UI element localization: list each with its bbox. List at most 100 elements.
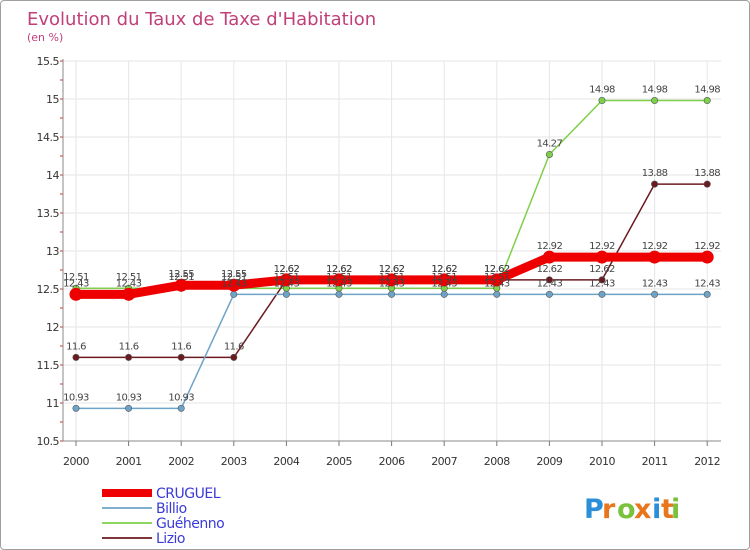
- data-label: 12.92: [642, 241, 668, 252]
- data-point: [230, 290, 238, 298]
- data-point: [545, 276, 553, 284]
- data-label: 12.43: [589, 278, 615, 289]
- x-tick-label: 2003: [221, 455, 247, 468]
- data-point: [335, 290, 343, 298]
- data-point: [651, 180, 659, 188]
- data-label: 12.43: [326, 278, 352, 289]
- y-tick-label: 12: [46, 321, 59, 334]
- data-point: [545, 290, 553, 298]
- data-label: 14.98: [589, 85, 615, 96]
- data-label: 12.62: [379, 264, 405, 275]
- data-label: 12.62: [274, 264, 300, 275]
- data-label: 12.62: [326, 264, 352, 275]
- data-label: 12.62: [484, 264, 510, 275]
- y-tick-label: 14: [46, 169, 59, 182]
- data-point: [598, 290, 606, 298]
- x-tick-label: 2001: [116, 455, 142, 468]
- data-label: 12.92: [694, 241, 720, 252]
- x-tick-label: 2006: [379, 455, 405, 468]
- data-label: 12.43: [116, 278, 142, 289]
- data-point: [595, 250, 609, 264]
- data-point: [493, 290, 501, 298]
- logo-letter: o: [617, 494, 636, 525]
- x-tick-label: 2002: [168, 455, 194, 468]
- data-point: [437, 273, 451, 287]
- data-label: 12.92: [537, 241, 563, 252]
- data-label: 12.55: [168, 269, 194, 280]
- y-tick-label: 12.5: [37, 283, 60, 296]
- data-label: 12.62: [431, 264, 457, 275]
- data-point: [122, 287, 136, 301]
- data-point: [227, 278, 241, 292]
- data-point: [648, 250, 662, 264]
- proxiti-logo: Pr ox i ti: [584, 494, 680, 525]
- y-tick-label: 11.5: [37, 359, 60, 372]
- data-point: [703, 290, 711, 298]
- logo-letter: i: [671, 494, 680, 525]
- data-label: 10.93: [116, 392, 142, 403]
- y-tick-label: 13.5: [37, 207, 60, 220]
- data-label: 10.93: [63, 392, 89, 403]
- data-point: [651, 290, 659, 298]
- data-point: [703, 97, 711, 105]
- x-tick-label: 2009: [536, 455, 562, 468]
- data-point: [651, 97, 659, 105]
- data-label: 12.62: [274, 264, 300, 275]
- data-point: [388, 290, 396, 298]
- data-label: 14.27: [537, 138, 563, 149]
- x-tick-label: 2012: [694, 455, 720, 468]
- logo-letter: t: [661, 494, 674, 525]
- data-point: [598, 276, 606, 284]
- x-tick-label: 2005: [326, 455, 352, 468]
- y-tick-label: 10.5: [37, 435, 60, 448]
- data-label: 12.43: [694, 278, 720, 289]
- x-tick-label: 2007: [431, 455, 457, 468]
- data-point: [230, 353, 238, 361]
- data-label: 12.51: [168, 272, 194, 283]
- data-label: 12.43: [274, 278, 300, 289]
- data-label: 12.43: [379, 278, 405, 289]
- data-label: 12.51: [63, 272, 89, 283]
- data-label: 12.51: [431, 272, 457, 283]
- y-tick-label: 13: [46, 245, 59, 258]
- data-point: [177, 353, 185, 361]
- data-label: 11.6: [119, 341, 139, 352]
- data-label: 11.6: [66, 341, 86, 352]
- logo-letter: i: [652, 494, 661, 525]
- data-label: 13.88: [694, 168, 720, 179]
- data-label: 12.51: [379, 272, 405, 283]
- data-label: 12.43: [537, 278, 563, 289]
- data-label: 12.62: [589, 264, 615, 275]
- data-point: [72, 404, 80, 412]
- data-label: 12.62: [326, 264, 352, 275]
- logo-letter: x: [634, 494, 651, 525]
- data-label: 12.55: [221, 269, 247, 280]
- x-tick-label: 2008: [484, 455, 510, 468]
- data-label: 12.62: [537, 264, 563, 275]
- logo-letter: P: [584, 494, 604, 525]
- data-label: 12.62: [431, 264, 457, 275]
- chart-title: Evolution du Taux de Taxe d'Habitation: [27, 9, 376, 30]
- data-point: [703, 180, 711, 188]
- data-label: 11.6: [224, 341, 244, 352]
- data-point: [72, 353, 80, 361]
- x-tick-label: 2011: [642, 455, 668, 468]
- data-point: [490, 273, 504, 287]
- data-label: 11.6: [171, 341, 191, 352]
- grid: [63, 60, 721, 442]
- y-tick-label: 15.5: [37, 55, 60, 68]
- data-label: 12.51: [221, 272, 247, 283]
- series: [69, 97, 714, 412]
- data-point: [700, 250, 714, 264]
- data-label: 12.43: [484, 278, 510, 289]
- data-point: [279, 273, 293, 287]
- y-tick-label: 11: [46, 397, 59, 410]
- data-labels: 12.51 12.51 12.51 12.51 12.51 12.51 12.51 12.51…: [63, 85, 721, 404]
- data-point: [385, 273, 399, 287]
- axes: 10.5 11 11.5 12 12.5 13 13.5 14 14.5 15 15.5 2000 20…: [37, 55, 721, 468]
- data-label: 13.88: [642, 168, 668, 179]
- data-label: 12.43: [63, 278, 89, 289]
